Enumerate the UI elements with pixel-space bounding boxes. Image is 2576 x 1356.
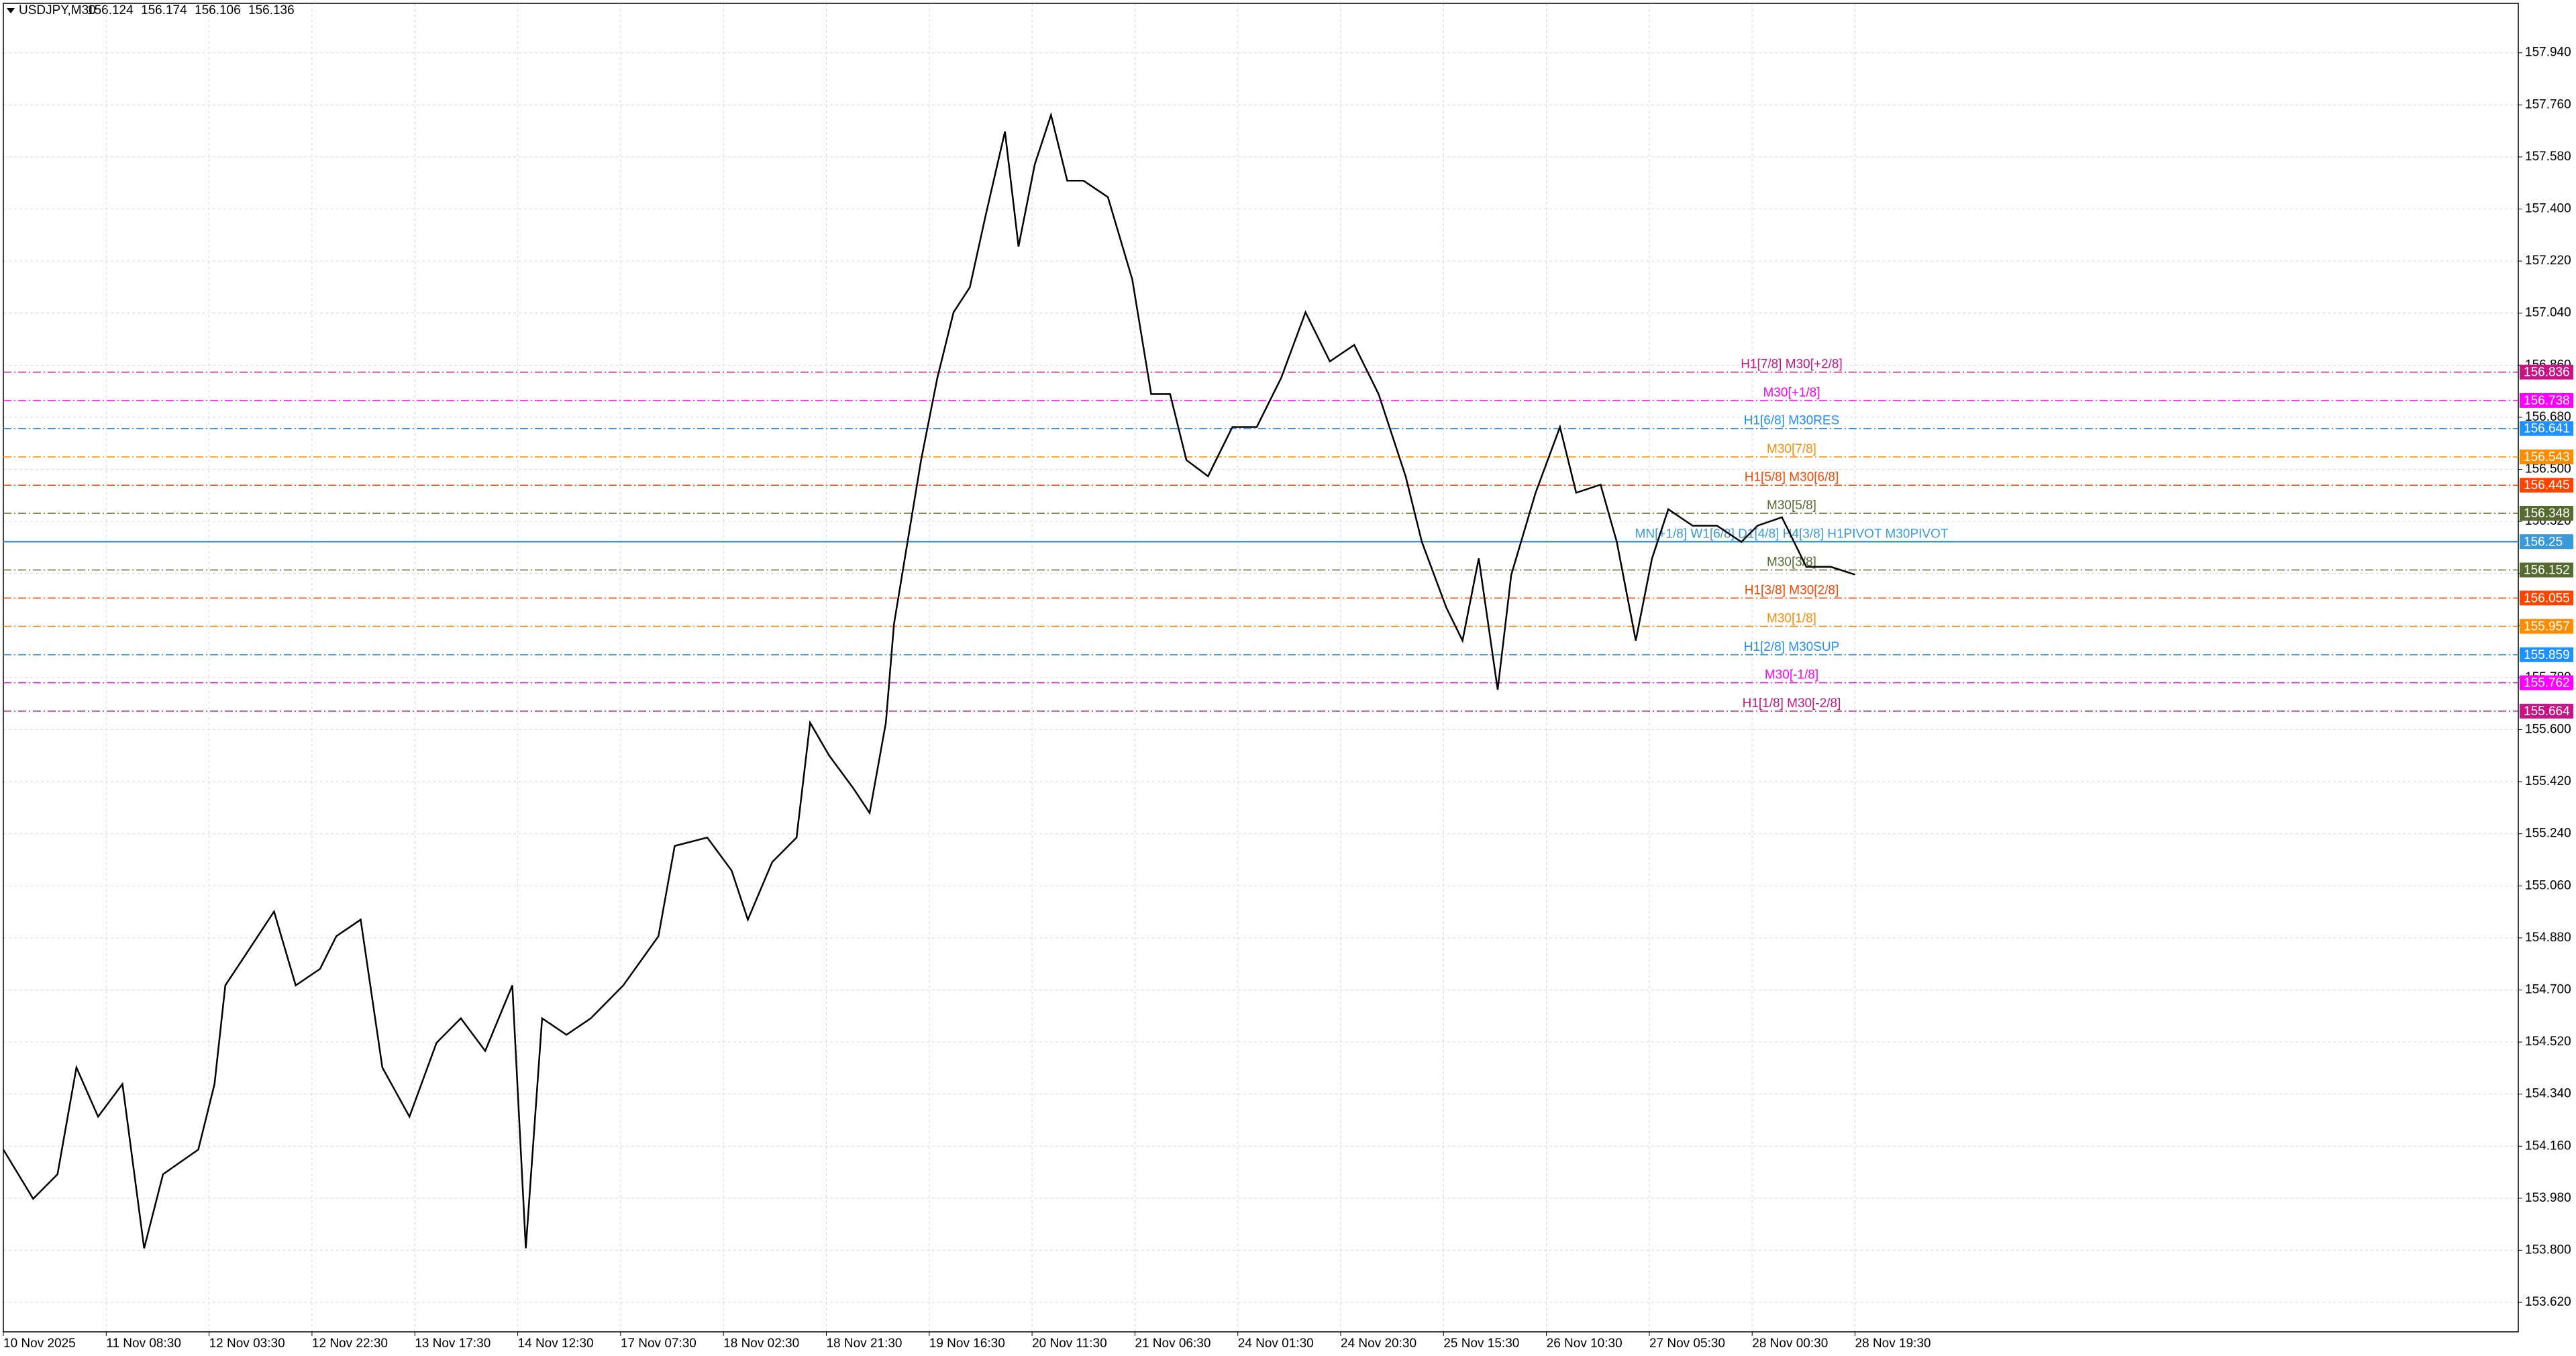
x-tick-label: 28 Nov 19:30: [1855, 1337, 1931, 1351]
y-tick-label: 154.160: [2525, 1139, 2571, 1153]
level-label: MN[+1/8] W1[6/8] D1[4/8] H4[3/8] H1PIVOT…: [1635, 527, 1949, 541]
x-tick-label: 24 Nov 01:30: [1238, 1337, 1314, 1351]
y-tick-label: 154.520: [2525, 1035, 2571, 1049]
y-tick-label: 153.800: [2525, 1243, 2571, 1257]
y-tick-label: 156.500: [2525, 462, 2571, 476]
level-price-box: [2520, 506, 2573, 521]
y-tick-label: 155.060: [2525, 878, 2571, 892]
y-tick-label: 155.600: [2525, 722, 2571, 736]
x-tick-label: 18 Nov 21:30: [826, 1337, 902, 1351]
x-tick-label: 21 Nov 06:30: [1135, 1337, 1210, 1351]
y-tick-label: 156.680: [2525, 410, 2571, 424]
level-price-box: [2520, 478, 2573, 493]
level-price-box: [2520, 619, 2573, 634]
level-price-box: [2520, 393, 2573, 408]
level-price: 155.957: [2524, 620, 2570, 634]
level-price: 156.738: [2524, 394, 2570, 408]
x-tick-label: 19 Nov 16:30: [929, 1337, 1005, 1351]
y-tick-label: 157.400: [2525, 202, 2571, 216]
x-tick-label: 12 Nov 22:30: [312, 1337, 388, 1351]
y-tick-label: 155.420: [2525, 774, 2571, 788]
level-label: H1[5/8] M30[6/8]: [1745, 470, 1839, 484]
level-price-box: [2520, 675, 2573, 690]
level-price: 156.055: [2524, 591, 2570, 605]
level-label: M30[5/8]: [1767, 499, 1816, 513]
symbol: USDJPY,M30: [19, 3, 96, 17]
x-tick-label: 27 Nov 05:30: [1649, 1337, 1725, 1351]
y-tick-label: 155.240: [2525, 827, 2571, 841]
level-price: 156.152: [2524, 564, 2570, 578]
quote-value: 156.136: [248, 3, 295, 17]
level-price: 156.445: [2524, 478, 2570, 492]
y-tick-label: 154.700: [2525, 982, 2571, 996]
x-tick-label: 17 Nov 07:30: [621, 1337, 697, 1351]
level-price-box: [2520, 449, 2573, 464]
level-label: M30[-1/8]: [1765, 668, 1818, 682]
plot-frame: [3, 3, 2519, 1333]
level-label: M30[7/8]: [1767, 442, 1816, 456]
x-tick-label: 12 Nov 03:30: [209, 1337, 285, 1351]
y-tick-label: 157.940: [2525, 46, 2571, 60]
x-tick-label: 13 Nov 17:30: [415, 1337, 491, 1351]
x-tick-label: 26 Nov 10:30: [1547, 1337, 1622, 1351]
x-tick-label: 20 Nov 11:30: [1032, 1337, 1107, 1351]
x-tick-label: 18 Nov 02:30: [723, 1337, 799, 1351]
level-label: M30[1/8]: [1767, 612, 1816, 626]
y-tick-label: 154.880: [2525, 931, 2571, 945]
level-label: H1[7/8] M30[+2/8]: [1741, 358, 1843, 372]
level-price-box: [2520, 562, 2573, 578]
level-price-box: [2520, 647, 2573, 662]
level-price: 156.348: [2524, 507, 2570, 521]
level-price-box: [2520, 590, 2573, 606]
x-tick-label: 11 Nov 08:30: [106, 1337, 181, 1351]
level-price: 156.641: [2524, 422, 2570, 436]
quote-value: 156.106: [195, 3, 241, 17]
y-tick-label: 157.040: [2525, 306, 2571, 320]
level-price: 155.664: [2524, 705, 2570, 719]
level-label: H1[1/8] M30[-2/8]: [1743, 696, 1841, 711]
x-tick-label: 10 Nov 2025: [3, 1337, 76, 1351]
level-label: M30[+1/8]: [1763, 386, 1820, 400]
y-tick-label: 153.620: [2525, 1295, 2571, 1309]
x-tick-label: 24 Nov 20:30: [1341, 1337, 1416, 1351]
y-tick-label: 157.580: [2525, 150, 2571, 164]
level-price-box: [2520, 534, 2573, 550]
level-label: M30[3/8]: [1767, 556, 1816, 570]
level-price: 155.762: [2524, 676, 2570, 690]
level-price: 156.543: [2524, 450, 2570, 464]
quote-value: 156.174: [141, 3, 187, 17]
level-label: H1[2/8] M30SUP: [1744, 640, 1840, 654]
y-tick-label: 157.760: [2525, 97, 2571, 111]
quote-value: 156.124: [87, 3, 134, 17]
price-line: [2, 111, 1855, 1249]
y-tick-label: 154.340: [2525, 1087, 2571, 1101]
level-price-box: [2520, 703, 2573, 719]
level-label: H1[6/8] M30RES: [1744, 414, 1840, 428]
level-price-box: [2520, 421, 2573, 436]
menu-arrow[interactable]: [7, 8, 15, 13]
level-price: 156.25: [2524, 535, 2563, 549]
y-tick-label: 153.980: [2525, 1191, 2571, 1205]
level-price: 156.836: [2524, 366, 2570, 380]
x-tick-label: 25 Nov 15:30: [1443, 1337, 1519, 1351]
y-tick-label: 157.220: [2525, 254, 2571, 268]
level-price: 155.859: [2524, 648, 2570, 662]
x-tick-label: 14 Nov 12:30: [518, 1337, 594, 1351]
level-label: H1[3/8] M30[2/8]: [1745, 583, 1839, 597]
x-tick-label: 28 Nov 00:30: [1752, 1337, 1828, 1351]
level-price-box: [2520, 364, 2573, 380]
